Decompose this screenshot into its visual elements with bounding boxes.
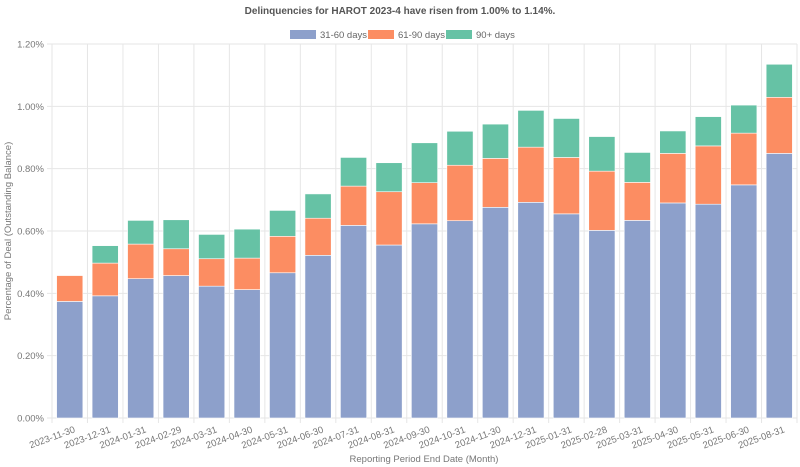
bar-segment-90-days[interactable] (91, 245, 119, 264)
bar-segment-90-days[interactable] (340, 157, 367, 187)
bar-segment-31-60-days[interactable] (91, 295, 119, 419)
bar-segment-90-days[interactable] (623, 152, 651, 183)
bar-segment-31-60-days[interactable] (162, 275, 190, 419)
bar-segment-90-days[interactable] (304, 193, 332, 219)
y-tick-label: 1.20% (17, 40, 44, 51)
y-tick-label: 0.40% (17, 289, 44, 300)
bars (56, 63, 793, 419)
legend: 31-60 days 61-90 days 90+ days (290, 30, 515, 41)
bar-segment-31-60-days[interactable] (411, 223, 438, 419)
bar-segment-31-60-days[interactable] (446, 220, 474, 419)
bar-segment-31-60-days[interactable] (623, 220, 651, 419)
bar-segment-90-days[interactable] (588, 136, 616, 172)
bar-segment-90-days[interactable] (233, 228, 261, 259)
bar-segment-90-days[interactable] (552, 118, 580, 158)
gridlines (47, 43, 798, 423)
legend-swatch (290, 30, 316, 39)
bar-segment-61-90-days[interactable] (765, 96, 793, 154)
chart-title: Delinquencies for HAROT 2023-4 have rise… (245, 6, 556, 17)
y-axis-label: Percentage of Deal (Outstanding Balance) (3, 142, 14, 321)
y-tick-label: 1.00% (17, 102, 44, 113)
bar-segment-90-days[interactable] (198, 234, 226, 260)
bar-segment-31-60-days[interactable] (233, 289, 261, 419)
legend-item-label[interactable]: 61-90 days (398, 30, 445, 41)
bar-segment-61-90-days[interactable] (162, 248, 190, 276)
legend-item-label[interactable]: 31-60 days (320, 30, 367, 41)
bar-segment-61-90-days[interactable] (552, 157, 580, 215)
bar-segment-90-days[interactable] (694, 116, 722, 147)
bar-segment-90-days[interactable] (730, 104, 758, 134)
bar-segment-90-days[interactable] (517, 110, 545, 148)
bar-segment-61-90-days[interactable] (730, 132, 758, 186)
bar-segment-31-60-days[interactable] (694, 203, 722, 419)
bar-segment-90-days[interactable] (659, 130, 687, 154)
bar-segment-61-90-days[interactable] (375, 191, 403, 246)
bar-segment-61-90-days[interactable] (198, 258, 226, 287)
bar-segment-61-90-days[interactable] (269, 235, 297, 274)
bar-segment-31-60-days[interactable] (482, 207, 509, 419)
bar-segment-31-60-days[interactable] (517, 202, 545, 419)
y-tick-label: 0.80% (17, 164, 44, 175)
bar-segment-31-60-days[interactable] (340, 225, 367, 419)
bar-segment-61-90-days[interactable] (517, 146, 545, 203)
y-tick-label: 0.00% (17, 414, 44, 425)
y-tick-label: 0.20% (17, 351, 44, 362)
bar-segment-61-90-days[interactable] (56, 275, 84, 302)
bar-segment-61-90-days[interactable] (694, 145, 722, 205)
bar-segment-31-60-days[interactable] (56, 301, 84, 419)
bar-segment-31-60-days[interactable] (659, 202, 687, 419)
x-axis-ticks: 2023-11-302023-12-312024-01-312024-02-29… (28, 424, 786, 451)
bar-segment-61-90-days[interactable] (340, 185, 367, 226)
bar-segment-90-days[interactable] (269, 210, 297, 237)
bar-segment-61-90-days[interactable] (588, 170, 616, 231)
bar-segment-31-60-days[interactable] (730, 184, 758, 419)
x-axis-label: Reporting Period End Date (Month) (350, 454, 499, 465)
bar-segment-90-days[interactable] (765, 63, 793, 98)
bar-segment-61-90-days[interactable] (482, 158, 509, 208)
bar-segment-31-60-days[interactable] (269, 272, 297, 419)
bar-segment-31-60-days[interactable] (304, 255, 332, 419)
bar-segment-31-60-days[interactable] (552, 213, 580, 419)
bar-segment-90-days[interactable] (446, 130, 474, 166)
bar-segment-61-90-days[interactable] (304, 217, 332, 256)
bar-segment-31-60-days[interactable] (375, 244, 403, 419)
legend-item-label[interactable]: 90+ days (476, 30, 515, 41)
bar-segment-61-90-days[interactable] (91, 262, 119, 297)
legend-swatch (446, 30, 472, 39)
bar-segment-61-90-days[interactable] (411, 182, 438, 225)
bar-segment-90-days[interactable] (411, 142, 438, 183)
bar-segment-90-days[interactable] (482, 123, 509, 159)
bar-segment-90-days[interactable] (375, 162, 403, 193)
y-axis-ticks: 0.00% 0.20% 0.40% 0.60% 0.80% 1.00% 1.20% (17, 40, 44, 425)
bar-segment-31-60-days[interactable] (588, 230, 616, 419)
bar-segment-61-90-days[interactable] (659, 153, 687, 204)
bar-segment-61-90-days[interactable] (127, 243, 155, 279)
bar-segment-31-60-days[interactable] (765, 153, 793, 419)
bar-segment-61-90-days[interactable] (233, 257, 261, 290)
bar-segment-90-days[interactable] (162, 219, 190, 250)
y-tick-label: 0.60% (17, 227, 44, 238)
bar-segment-31-60-days[interactable] (127, 278, 155, 419)
bar-segment-61-90-days[interactable] (623, 182, 651, 221)
bar-segment-90-days[interactable] (127, 220, 155, 245)
legend-swatch (368, 30, 394, 39)
bar-segment-61-90-days[interactable] (446, 164, 474, 222)
bar-segment-31-60-days[interactable] (198, 285, 226, 419)
